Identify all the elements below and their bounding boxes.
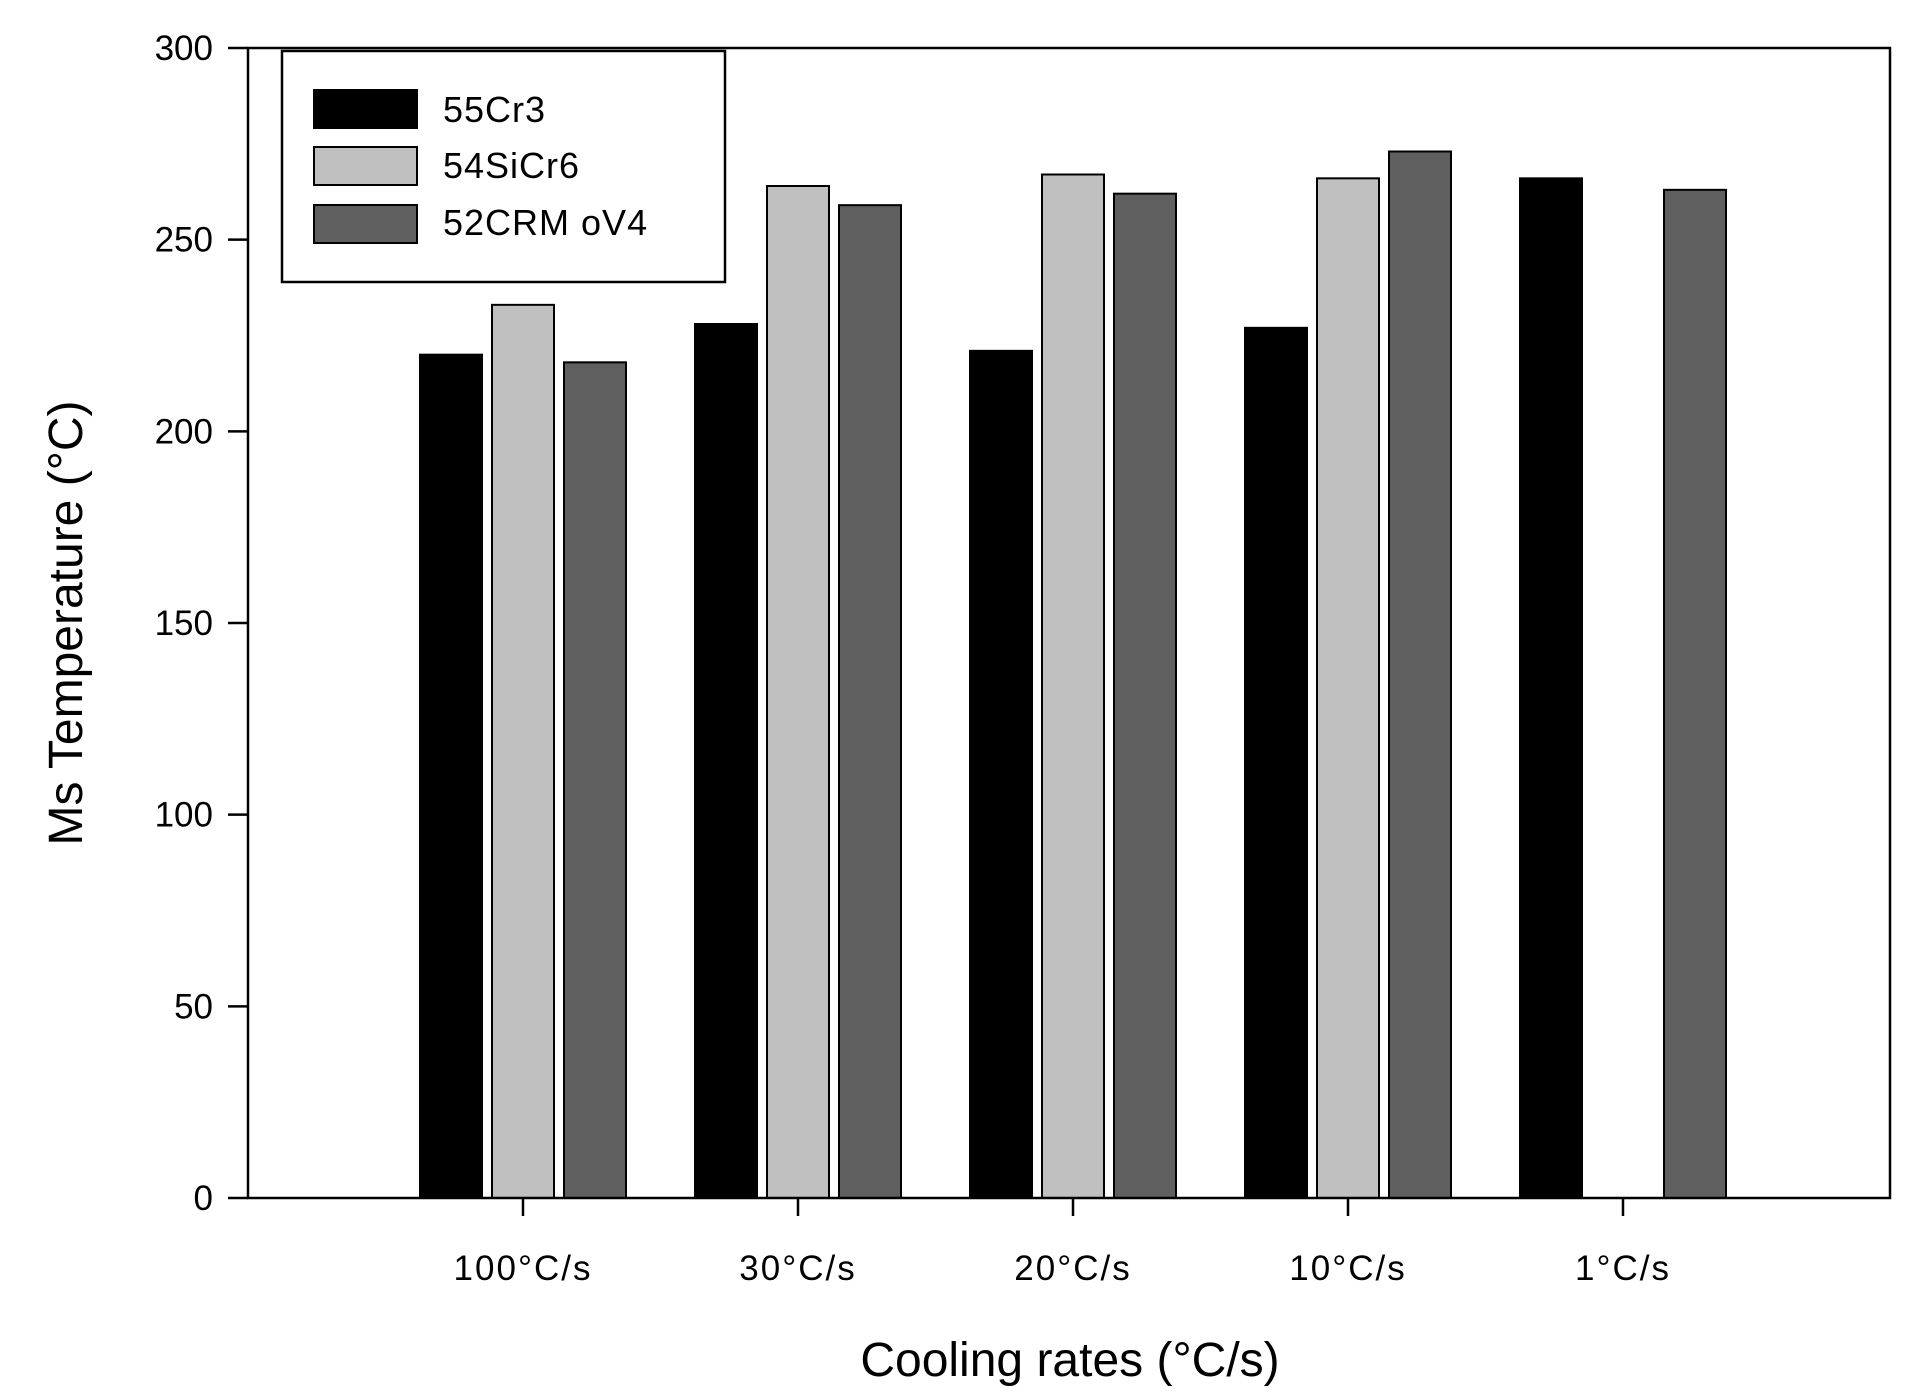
- y-tick-label-1: 50: [174, 987, 213, 1026]
- bar-55cr3-30-c-s: [694, 323, 758, 1199]
- y-tick-label-5: 250: [155, 221, 213, 260]
- bar-55cr3-1-c-s: [1519, 177, 1583, 1200]
- bar-55cr3-20-c-s: [969, 349, 1033, 1200]
- x-tick-label-0: 100°C/s: [454, 1249, 593, 1288]
- y-axis-title: Ms Temperature (°C): [40, 400, 93, 845]
- legend: 55Cr3 54SiCr6 52CRM oV4: [280, 49, 727, 284]
- y-tick-label-4: 200: [155, 412, 213, 451]
- x-tick-label-4: 1°C/s: [1575, 1249, 1671, 1288]
- y-tick-label-2: 100: [155, 796, 213, 835]
- y-tick-label-0: 0: [194, 1179, 213, 1218]
- x-axis: 100°C/s 30°C/s 20°C/s 10°C/s 1°C/s: [454, 1198, 1671, 1288]
- legend-label-55cr3: 55Cr3: [443, 89, 546, 130]
- bar-52crmov4-100-c-s: [563, 361, 627, 1200]
- x-axis-title: Cooling rates (°C/s): [860, 1334, 1279, 1387]
- legend-label-54sicr6: 54SiCr6: [443, 145, 580, 186]
- bar-52crmov4-30-c-s: [838, 204, 902, 1199]
- bars-group: [419, 150, 1727, 1200]
- legend-swatch-55cr3: [313, 89, 418, 129]
- bar-52crmov4-20-c-s: [1113, 192, 1177, 1199]
- x-tick-label-3: 10°C/s: [1289, 1249, 1406, 1288]
- bar-52crmov4-10-c-s: [1388, 150, 1452, 1199]
- bar-54sicr6-30-c-s: [766, 185, 830, 1199]
- bar-54sicr6-100-c-s: [491, 303, 555, 1200]
- bar-55cr3-10-c-s: [1244, 326, 1308, 1200]
- legend-swatch-52crmov4: [313, 204, 418, 244]
- y-tick-label-3: 150: [155, 604, 213, 643]
- bar-54sicr6-10-c-s: [1316, 177, 1380, 1200]
- x-tick-label-1: 30°C/s: [739, 1249, 856, 1288]
- legend-label-52crmov4: 52CRM oV4: [443, 202, 648, 243]
- y-tick-label-6: 300: [155, 29, 213, 68]
- y-axis: 0 50 100 150 200 250 300: [155, 29, 248, 1218]
- x-tick-label-2: 20°C/s: [1014, 1249, 1131, 1288]
- legend-swatch-54sicr6: [313, 146, 418, 186]
- bar-52crmov4-1-c-s: [1663, 188, 1727, 1200]
- bar-54sicr6-20-c-s: [1041, 173, 1105, 1199]
- bar-55cr3-100-c-s: [419, 353, 483, 1199]
